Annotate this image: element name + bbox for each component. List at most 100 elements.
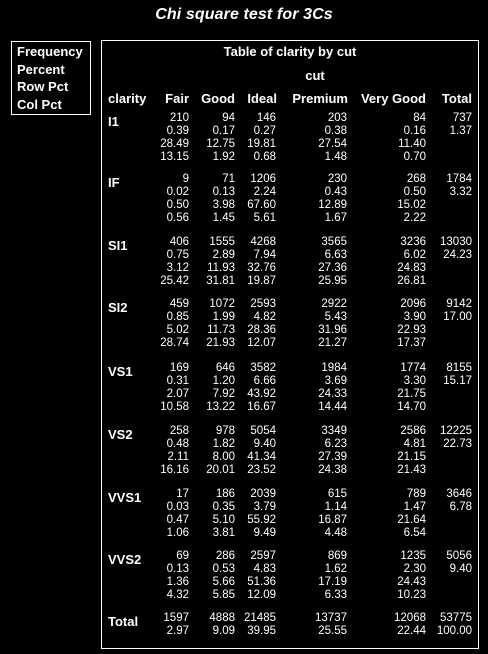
table-cell: 31.96 (318, 323, 347, 336)
cell-line: 9 71 1206 230 268 1784 (102, 172, 478, 186)
table-cell: 0.38 (324, 124, 347, 137)
table-cell: 9142 (446, 298, 472, 310)
table-cell: 9.49 (253, 526, 276, 539)
table-cell: 3.12 (166, 261, 189, 274)
table-cell: 0.68 (253, 150, 276, 163)
table-cell: 25.55 (318, 624, 347, 637)
table-cell: 6.66 (253, 374, 276, 387)
table-cell: 789 (406, 488, 426, 500)
cell-line: 210 94 146 203 84 737 (102, 111, 478, 125)
cell-line: 169 646 3582 1984 1774 8155 (102, 361, 478, 375)
table-cell: 1206 (250, 173, 276, 185)
table-cell: 19.87 (247, 274, 276, 287)
table-cell: 2.22 (403, 211, 426, 224)
table-cell: 71 (222, 173, 235, 185)
table-cell: 978 (215, 425, 235, 437)
row-label: VS2 (108, 427, 133, 442)
cell-contents-legend: Frequency Percent Row Pct Col Pct (11, 41, 91, 115)
table-cell: 0.31 (166, 374, 189, 387)
cell-line: 2.97 9.09 39.95 25.55 22.44 100.00 (102, 624, 478, 638)
cell-line: 0.56 1.45 5.61 1.67 2.22 (102, 211, 478, 225)
table-cell: 0.02 (166, 185, 189, 198)
table-row-total: Total 1597 4888 21485 13737 12068 53775 2.97 9.0… (102, 611, 478, 641)
table-cell: 25.95 (318, 274, 347, 287)
table-cell: 23.52 (247, 463, 276, 476)
table-cell: 21.43 (397, 463, 426, 476)
table-cell: 19.81 (247, 137, 276, 150)
table-cell: 28.36 (247, 323, 276, 336)
table-cell: 24.38 (318, 463, 347, 476)
table-cell: 4.83 (253, 562, 276, 575)
table-cell: 5054 (250, 425, 276, 437)
cell-line: 0.13 0.53 4.83 1.62 2.30 9.40 (102, 562, 478, 576)
table-cell: 1.14 (324, 500, 347, 513)
cell-line: 258 978 5054 3349 2586 12225 (102, 424, 478, 438)
table-cell: 17.19 (318, 575, 347, 588)
table-cell: 21.15 (397, 450, 426, 463)
table-cell: 22.44 (397, 624, 426, 637)
table-cell: 0.35 (212, 500, 235, 513)
column-header-total: Total (441, 91, 472, 106)
table-cell: 39.95 (247, 624, 276, 637)
cell-line: 10.58 13.22 16.67 14.44 14.70 (102, 400, 478, 414)
header-row: clarity Fair Good Ideal Premium Very Good Tot… (102, 91, 478, 107)
cell-line: 4.32 5.85 12.09 6.33 10.23 (102, 588, 478, 602)
table-cell: 2593 (250, 298, 276, 310)
cell-line: 0.85 1.99 4.82 5.43 3.90 17.00 (102, 310, 478, 324)
table-cell: 14.70 (397, 400, 426, 413)
table-cell: 0.03 (166, 500, 189, 513)
table-cell: 0.70 (403, 150, 426, 163)
table-cell: 51.36 (247, 575, 276, 588)
cell-line: 1.06 3.81 9.49 4.48 6.54 (102, 526, 478, 540)
table-cell: 11.40 (398, 137, 426, 150)
cell-line: 28.49 12.75 19.81 27.54 11.40 (102, 137, 478, 151)
row-label: VVS2 (108, 552, 142, 567)
table-cell: 69 (176, 550, 189, 562)
table-cell: 11.93 (207, 261, 235, 274)
table-cell: 1784 (446, 173, 472, 185)
table-cell: 12.07 (247, 336, 276, 349)
cell-line: 2.07 7.92 43.92 24.33 21.75 (102, 387, 478, 401)
table-cell: 31.81 (206, 274, 235, 287)
table-cell: 286 (215, 550, 235, 562)
table-cell: 2.97 (166, 624, 189, 637)
cell-line: 0.48 1.82 9.40 6.23 4.81 22.73 (102, 437, 478, 451)
table-cell: 615 (327, 488, 347, 500)
table-cell: 268 (406, 173, 426, 185)
table-cell: 258 (169, 425, 189, 437)
table-cell: 0.13 (166, 562, 189, 575)
table-cell: 459 (169, 298, 189, 310)
table-cell: 100.00 (436, 624, 472, 637)
cell-line: 2.11 8.00 41.34 27.39 21.15 (102, 450, 478, 464)
cell-line: 13.15 1.92 0.68 1.48 0.70 (102, 150, 478, 164)
table-cell: 9.40 (449, 562, 472, 575)
table-cell: 16.16 (160, 463, 189, 476)
table-cell: 6.54 (403, 526, 426, 539)
cell-line: 0.47 5.10 55.92 16.87 21.64 (102, 513, 478, 527)
cell-line: 17 186 2039 615 789 3646 (102, 487, 478, 501)
table-cell: 2597 (250, 550, 276, 562)
legend-percent: Percent (17, 61, 65, 77)
table-cell: 0.39 (166, 124, 189, 137)
table-cell: 1.45 (212, 211, 235, 224)
column-header-ideal: Ideal (247, 91, 277, 106)
table-cell: 6.02 (403, 248, 426, 261)
table-cell: 12.89 (318, 198, 347, 211)
table-cell: 28.74 (160, 336, 189, 349)
table-cell: 55.92 (247, 513, 276, 526)
table-cell: 7.92 (212, 387, 235, 400)
table-cell: 3565 (321, 236, 347, 248)
table-cell: 6.63 (324, 248, 347, 261)
table-cell: 646 (215, 362, 235, 374)
table-cell: 13030 (440, 236, 472, 248)
table-cell: 25.42 (160, 274, 189, 287)
table-cell: 43.92 (247, 387, 276, 400)
table-cell: 4.81 (403, 437, 426, 450)
row-label: VS1 (108, 364, 133, 379)
row-label: SI2 (108, 300, 128, 315)
table-cell: 27.54 (318, 137, 347, 150)
table-cell: 1.48 (324, 150, 347, 163)
table-cell: 1.67 (324, 211, 347, 224)
table-cell: 84 (413, 112, 426, 124)
table-cell: 27.39 (318, 450, 347, 463)
